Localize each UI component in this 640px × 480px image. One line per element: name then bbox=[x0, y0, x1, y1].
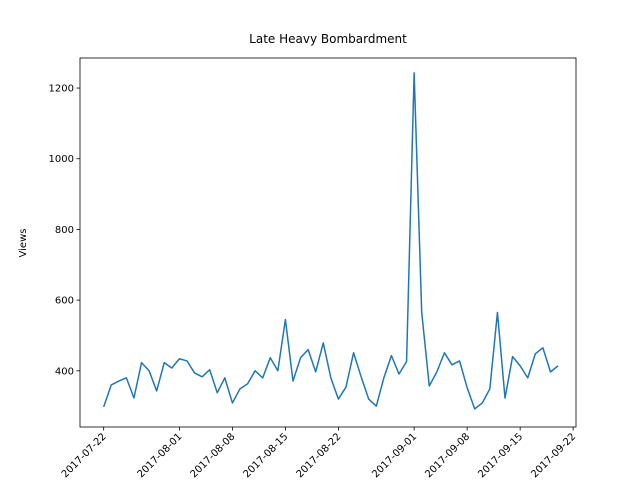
plot-frame bbox=[79, 57, 577, 428]
y-tick-label: 800 bbox=[55, 225, 74, 236]
y-tick-label: 400 bbox=[55, 366, 74, 377]
y-tick-label: 600 bbox=[55, 296, 74, 307]
line-series bbox=[102, 72, 559, 410]
y-tick-label: 1200 bbox=[49, 84, 74, 95]
chart-title: Late Heavy Bombardment bbox=[249, 32, 407, 46]
y-axis-label: Views bbox=[18, 229, 29, 258]
y-tick-label: 1000 bbox=[49, 154, 74, 165]
